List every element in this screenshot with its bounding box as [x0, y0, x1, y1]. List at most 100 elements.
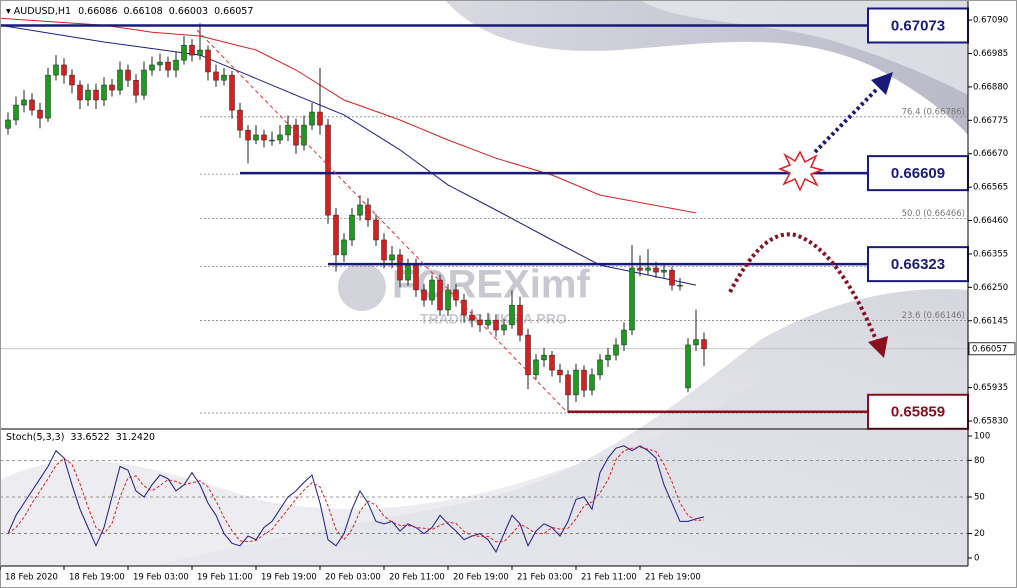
- candle-body: [509, 304, 515, 326]
- x-tick-label: 20 Feb 03:00: [325, 573, 381, 583]
- x-tick-label: 20 Feb 19:00: [453, 573, 509, 583]
- y-tick-label: 0.66985: [973, 49, 1008, 59]
- candle-body: [181, 44, 187, 61]
- candle-body: [37, 109, 43, 119]
- y-tick-label: 0.66775: [973, 116, 1008, 126]
- candle-body: [445, 289, 451, 311]
- candle-body: [405, 264, 411, 281]
- candle-body: [637, 267, 643, 271]
- candle-body: [245, 129, 251, 141]
- candle-body: [77, 84, 83, 101]
- candle-body: [141, 69, 147, 96]
- candle-body: [677, 284, 683, 287]
- last-price-label: 0.66057: [972, 344, 1007, 354]
- candle-body: [189, 44, 195, 56]
- candle-body: [293, 124, 299, 146]
- candle-body: [269, 139, 275, 142]
- candle-body: [517, 304, 523, 336]
- last-price-box: [968, 342, 1016, 356]
- candle-body: [605, 354, 611, 361]
- level-label: 0.65859: [891, 404, 945, 421]
- candle-body: [109, 84, 115, 91]
- candle-body: [685, 344, 691, 389]
- candle-body: [309, 111, 315, 126]
- candle-body: [253, 134, 259, 141]
- candle-body: [629, 267, 635, 331]
- candle-body: [301, 124, 307, 146]
- candle-body: [469, 314, 475, 321]
- candle-body: [13, 104, 19, 121]
- candle-body: [277, 134, 283, 141]
- candle-body: [5, 119, 11, 129]
- candle-body: [413, 264, 419, 291]
- y-tick-label: 50: [974, 492, 985, 502]
- y-tick-label: 0.66145: [973, 316, 1008, 326]
- candle-body: [453, 289, 459, 301]
- y-tick-label: 0.65935: [973, 383, 1008, 393]
- down-arrow-head: [868, 336, 888, 358]
- candle-body: [29, 99, 35, 111]
- y-tick-label: 0.66565: [973, 183, 1008, 193]
- y-tick-label: 80: [974, 456, 985, 466]
- stochastic-panel: [0, 445, 968, 553]
- candle-body: [421, 289, 427, 301]
- candle-body: [589, 374, 595, 391]
- candle-body: [429, 279, 435, 301]
- candle-body: [381, 239, 387, 261]
- y-tick-label: 0.66460: [973, 216, 1008, 226]
- candle-body: [317, 111, 323, 126]
- candle-body: [173, 59, 179, 71]
- candle-body: [645, 267, 651, 271]
- candle-body: [581, 369, 587, 391]
- candle-body: [437, 279, 443, 311]
- up-arrow: [813, 86, 880, 154]
- watermark-tagline: TRADING LIKE A PRO: [420, 311, 567, 327]
- candle-body: [533, 359, 539, 376]
- candle-body: [133, 79, 139, 96]
- candle-body: [165, 61, 171, 71]
- candle-body: [21, 99, 27, 106]
- level-box: [867, 246, 969, 283]
- candle-body: [285, 124, 291, 136]
- candle-body: [653, 267, 659, 273]
- candle-body: [501, 324, 507, 331]
- fib-label: 76.4 (0.66786): [902, 107, 965, 117]
- candle-body: [61, 64, 67, 76]
- stoch-k: 33.6522: [70, 432, 109, 443]
- candle-body: [53, 64, 59, 76]
- candle-body: [525, 334, 531, 376]
- candle-body: [661, 269, 667, 273]
- high: 0.66108: [123, 6, 162, 17]
- x-tick-label: 18 Feb 19:00: [69, 573, 125, 583]
- y-tick-label: 0.66670: [973, 149, 1008, 159]
- candle-body: [349, 214, 355, 241]
- x-tick-label: 21 Feb 19:00: [645, 573, 701, 583]
- candle-body: [261, 134, 267, 141]
- price-panel: 76.4 (0.66786) 50.0 (0.66466) 23.6 (0.6614…: [0, 7, 969, 430]
- annotations: [196, 29, 893, 411]
- candle-body: [117, 69, 123, 91]
- candle-body: [693, 339, 699, 346]
- candle-body: [229, 74, 235, 111]
- level-label: 0.66609: [891, 165, 945, 182]
- level-label: 0.66323: [891, 256, 945, 273]
- breakout-star: [777, 150, 825, 192]
- candle-body: [205, 49, 211, 73]
- candle-body: [365, 204, 371, 221]
- x-tick-label: 21 Feb 03:00: [517, 573, 573, 583]
- y-tick-label: 100: [974, 432, 990, 442]
- y-tick-label: 0.66250: [973, 283, 1008, 293]
- candle-body: [557, 369, 563, 376]
- candle-body: [213, 71, 219, 81]
- stoch-d: 31.2420: [116, 432, 155, 443]
- symbol: AUDUSD,H1: [14, 6, 71, 17]
- down-arrow: [728, 232, 878, 341]
- candle-body: [373, 219, 379, 241]
- y-tick-label: 0.65830: [973, 417, 1008, 427]
- up-arrow-head: [871, 72, 893, 95]
- symbol-header: ▾ AUDUSD,H1 0.66086 0.66108 0.66003 0.66…: [6, 6, 253, 17]
- candle-body: [45, 74, 51, 119]
- candle-body: [573, 369, 579, 396]
- close: 0.66057: [214, 6, 253, 17]
- stoch-line: [7, 445, 705, 553]
